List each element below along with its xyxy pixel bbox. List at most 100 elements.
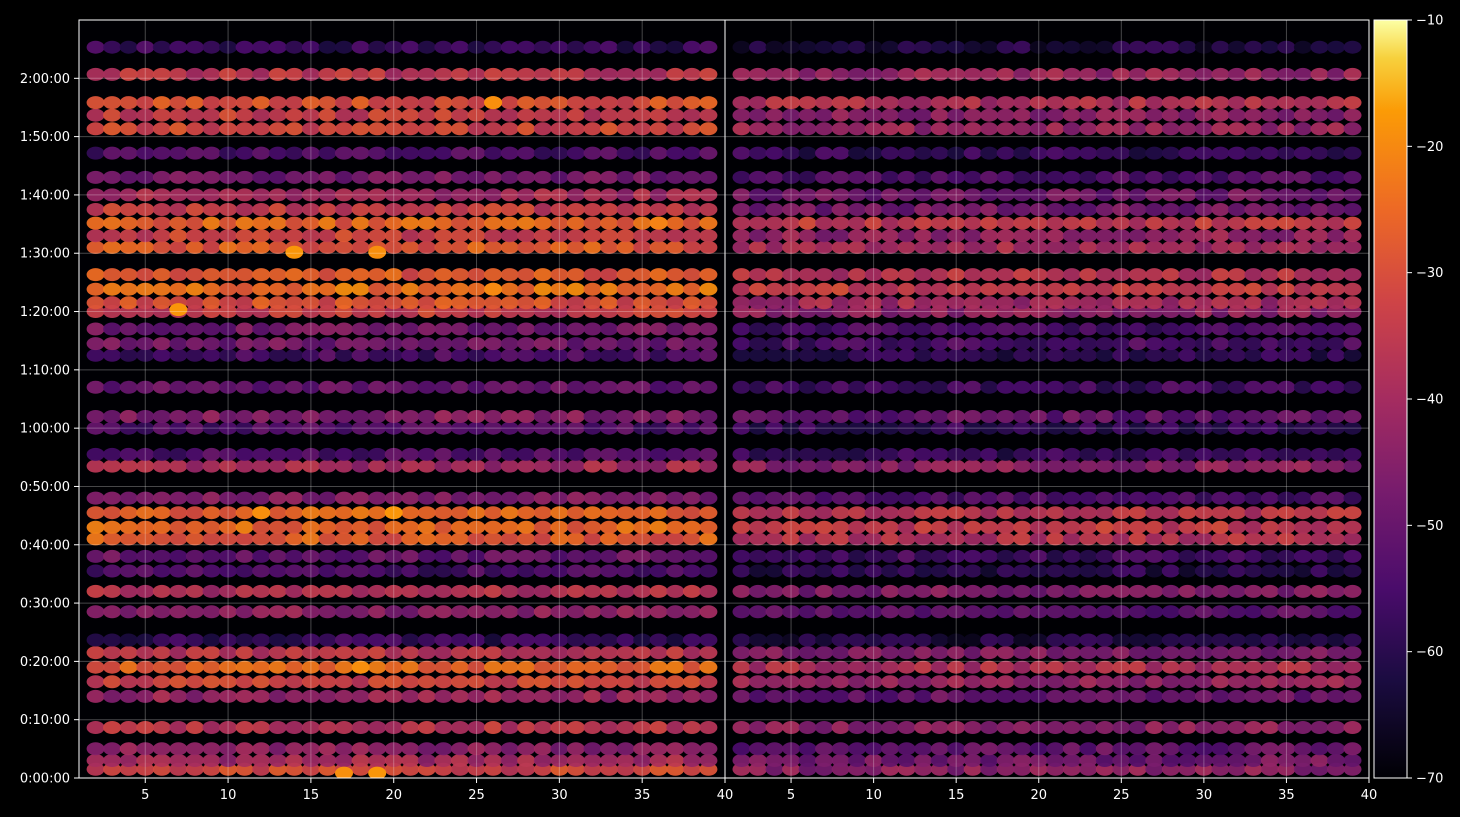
heat-cell: [947, 268, 966, 282]
heat-cell: [417, 410, 436, 423]
heat-cell: [318, 380, 337, 394]
heat-cell: [1095, 216, 1114, 230]
heat-cell: [881, 660, 900, 674]
heat-cell: [682, 268, 701, 282]
heat-cell: [1293, 459, 1312, 473]
heat-cell: [682, 322, 701, 336]
heat-cell: [1194, 532, 1213, 546]
heat-cell: [285, 689, 304, 703]
heat-cell: [86, 322, 105, 336]
heat-cell: [583, 170, 602, 184]
heat-cell: [947, 675, 966, 689]
heat-cell: [1327, 742, 1345, 756]
heat-cell: [1244, 532, 1263, 546]
heat-cell: [1145, 380, 1164, 394]
heat-cell: [963, 146, 982, 160]
heat-cell: [1260, 282, 1279, 296]
heat-cell: [699, 96, 718, 110]
heat-cell: [1112, 506, 1131, 520]
heat-cell: [1128, 337, 1147, 351]
heat-cell: [1029, 421, 1048, 435]
heat-cell: [831, 282, 850, 296]
heat-cell: [1112, 296, 1131, 310]
heat-cell: [202, 549, 221, 563]
heat-cell: [285, 322, 304, 336]
heat-cell: [1095, 348, 1114, 362]
heat-cell: [1227, 96, 1246, 110]
heat-cell: [1244, 296, 1263, 310]
heat-cell: [103, 742, 122, 756]
heat-cell: [202, 322, 221, 336]
heat-cell: [1194, 282, 1213, 296]
heat-cell: [1046, 170, 1065, 184]
heat-cell: [566, 268, 585, 282]
heat-cell: [815, 410, 834, 423]
heat-cell: [980, 67, 999, 81]
heat-cell: [533, 646, 552, 660]
heat-cell: [682, 491, 701, 505]
heat-cell: [1244, 108, 1263, 122]
heat-cell: [384, 337, 403, 351]
heat-cell: [831, 549, 850, 563]
heat-cell: [550, 447, 569, 461]
heat-cell: [583, 549, 602, 563]
heat-cell: [285, 447, 304, 461]
heat-cell: [699, 170, 718, 184]
heat-cell: [86, 646, 105, 660]
heat-cell: [417, 188, 436, 202]
heat-cell: [185, 188, 204, 202]
heat-cell: [517, 742, 536, 756]
heat-cell: [1095, 421, 1114, 435]
heat-cell: [86, 459, 105, 473]
heat-cell: [831, 268, 850, 282]
heat-cell: [1178, 660, 1197, 674]
heat-cell: [1145, 282, 1164, 296]
heat-cell: [1310, 584, 1329, 598]
heat-cell: [699, 322, 718, 336]
heat-cell: [831, 532, 850, 546]
heat-cell: [566, 675, 585, 689]
heat-cell: [1343, 348, 1362, 362]
heat-cell: [533, 491, 552, 505]
heat-cell: [484, 216, 503, 230]
heat-cell: [963, 282, 982, 296]
heat-cell: [1293, 282, 1312, 296]
heat-cell: [963, 203, 982, 216]
heat-cell: [500, 146, 519, 160]
heat-cell: [616, 532, 635, 546]
heat-cell: [1112, 633, 1131, 647]
heat-cell: [517, 296, 536, 310]
heat-cell: [1112, 491, 1131, 505]
heat-cell: [947, 380, 966, 394]
heat-cell: [583, 146, 602, 160]
heat-cell: [318, 96, 337, 110]
heat-cell: [1079, 282, 1098, 296]
heat-cell: [732, 322, 751, 336]
heat-cell: [897, 549, 916, 563]
heat-cell: [1046, 675, 1065, 689]
heat-cell: [1112, 447, 1131, 461]
heat-cell: [119, 742, 138, 756]
heat-cell: [1029, 229, 1048, 243]
heat-cell: [633, 447, 652, 461]
heat-cell: [1260, 337, 1279, 351]
heat-cell: [782, 67, 801, 81]
heat-cell: [1310, 532, 1329, 546]
heat-cell: [417, 337, 436, 351]
heat-cell: [136, 146, 155, 160]
heat-cell: [765, 322, 784, 336]
heat-cell-peak: [649, 216, 668, 230]
heat-cell: [947, 337, 966, 351]
heat-cell: [301, 564, 320, 578]
heat-cell: [1128, 689, 1147, 703]
heat-cell: [600, 520, 619, 534]
heat-cell: [1145, 240, 1164, 254]
heat-cell: [318, 40, 337, 54]
heat-cell: [517, 67, 536, 81]
heat-cell: [732, 754, 751, 767]
heat-cell: [963, 410, 982, 423]
heat-cell: [417, 203, 436, 216]
heat-cell: [980, 646, 999, 660]
heat-cell: [136, 520, 155, 534]
heat-cell: [1327, 282, 1345, 296]
